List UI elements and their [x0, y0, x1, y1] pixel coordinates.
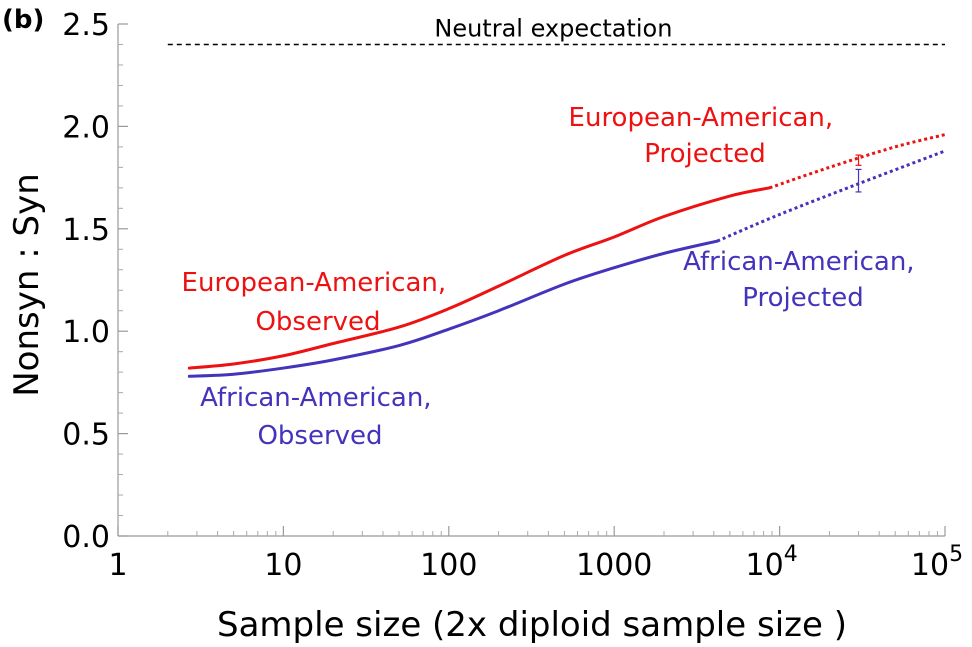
annotation-afr-observed: African-American, Observed [200, 383, 440, 451]
y-tick-label: 2.0 [62, 110, 110, 145]
series-line-european-american-projected [769, 133, 946, 190]
x-tick-label: 10 [264, 548, 302, 583]
series-line-african-american-observed [187, 239, 719, 378]
panel-label: (b) [2, 5, 44, 35]
annotation-afr-projected-line2: Projected [742, 283, 863, 313]
annotation-euro-projected-line1: European-American, [569, 103, 834, 133]
annotation-afr-projected-line1: African-American, [683, 247, 914, 277]
y-tick-label: 0.5 [62, 418, 110, 453]
x-tick-label: 105 [911, 542, 963, 583]
error-bar-group [855, 154, 862, 193]
series-group [187, 133, 946, 378]
y-tick-label: 2.5 [62, 8, 110, 43]
annotation-afr-observed-line1: African-American, [200, 383, 431, 413]
series-line-african-american-projected [716, 149, 946, 243]
annotation-euro-observed: European-American, Observed [182, 268, 455, 337]
y-axis-label: Nonsyn : Syn [7, 173, 47, 397]
annotation-afr-projected: African-American, Projected [683, 247, 923, 313]
reference-group: Neutral expectation [167, 14, 945, 46]
annotation-euro-projected: European-American, Projected [569, 103, 842, 169]
y-tick-label: 0.0 [62, 520, 110, 555]
x-axis-label: Sample size (2x diploid sample size ) [217, 605, 847, 645]
annotation-afr-observed-line2: Observed [257, 421, 382, 451]
series-line-european-american-observed [187, 186, 772, 370]
annotation-euro-observed-line1: European-American, [182, 268, 447, 298]
annotation-euro-projected-line2: Projected [644, 139, 765, 169]
x-tick-label: 1 [108, 548, 127, 583]
neutral-expectation-label: Neutral expectation [434, 14, 672, 42]
y-tick-label: 1.0 [62, 315, 110, 350]
x-tick-label: 1000 [576, 548, 652, 583]
x-tick-label: 100 [420, 548, 477, 583]
axes: 0.0 0.5 1.0 1.5 2.0 2.5 1 10 100 1000 104 105 [62, 8, 963, 583]
x-tick-label: 104 [746, 542, 798, 583]
annotation-euro-observed-line2: Observed [255, 307, 380, 337]
y-tick-label: 1.5 [62, 213, 110, 248]
